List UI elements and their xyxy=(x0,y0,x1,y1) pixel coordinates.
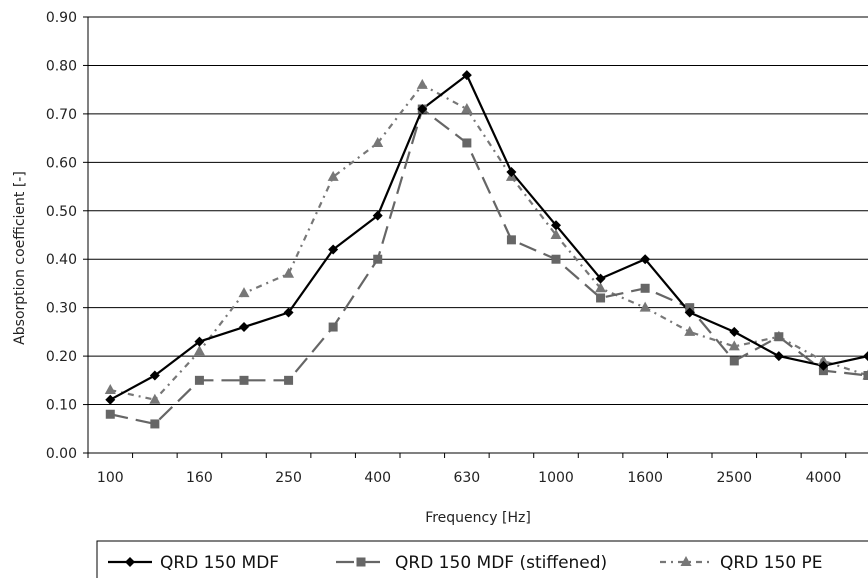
data-point-0 xyxy=(417,104,428,115)
data-point-2 xyxy=(283,267,295,278)
y-tick-label: 0.00 xyxy=(46,446,77,462)
series-line-0 xyxy=(109,74,868,401)
x-tick-label: 100 xyxy=(97,470,124,486)
x-tick-label: 4000 xyxy=(806,470,842,486)
y-axis-title: Absorption coefficient [-] xyxy=(12,171,28,345)
x-tick-label: 250 xyxy=(275,470,302,486)
data-point-0 xyxy=(595,273,606,284)
data-point-2 xyxy=(728,340,740,351)
x-tick-label: 160 xyxy=(186,470,213,486)
data-point-0 xyxy=(194,336,205,347)
data-point-2 xyxy=(372,136,384,147)
y-tick-label: 0.50 xyxy=(46,204,77,220)
data-point-2 xyxy=(327,170,339,181)
legend-marker-1 xyxy=(356,557,366,567)
data-point-1 xyxy=(506,235,516,245)
x-tick-label: 400 xyxy=(364,470,391,486)
legend-marker-0 xyxy=(125,557,135,567)
series-lines xyxy=(109,74,868,426)
data-point-0 xyxy=(506,167,517,178)
data-point-0 xyxy=(105,394,116,405)
data-point-2 xyxy=(149,393,161,404)
y-tick-label: 0.70 xyxy=(46,107,77,123)
y-tick-label: 0.20 xyxy=(46,349,77,365)
x-tick-label: 2500 xyxy=(716,470,752,486)
data-point-0 xyxy=(640,254,651,265)
data-point-2 xyxy=(595,282,607,293)
data-point-2 xyxy=(104,384,116,395)
data-point-2 xyxy=(817,354,829,365)
x-tick-label: 1000 xyxy=(538,470,574,486)
legend: QRD 150 MDF QRD 150 MDF (stiffened) QRD 15… xyxy=(96,540,868,578)
x-axis-title: Frequency [Hz] xyxy=(425,510,531,526)
data-point-1 xyxy=(194,375,204,385)
data-point-1 xyxy=(462,138,472,148)
y-tick-label: 0.10 xyxy=(46,398,77,414)
series-line-2 xyxy=(110,83,868,401)
legend-marker-2 xyxy=(680,556,692,566)
data-point-0 xyxy=(863,351,868,362)
legend-box xyxy=(96,540,868,578)
data-point-1 xyxy=(373,254,383,264)
grid xyxy=(88,16,868,406)
data-point-2 xyxy=(193,345,205,356)
data-point-0 xyxy=(149,370,160,381)
legend-label-0: QRD 150 MDF xyxy=(160,553,279,573)
series-markers xyxy=(104,70,868,429)
data-point-0 xyxy=(818,360,829,371)
data-point-2 xyxy=(639,301,651,312)
data-point-0 xyxy=(684,307,695,318)
x-tick-label: 630 xyxy=(453,470,480,486)
y-tick-label: 0.80 xyxy=(46,58,77,74)
series-line-1 xyxy=(110,107,868,426)
data-point-1 xyxy=(596,293,606,303)
y-tick-label: 0.40 xyxy=(46,252,77,268)
data-point-1 xyxy=(105,409,115,419)
y-tick-label: 0.90 xyxy=(46,10,77,26)
data-point-1 xyxy=(284,375,294,385)
data-point-2 xyxy=(461,103,473,114)
data-point-1 xyxy=(729,356,739,366)
axes xyxy=(83,16,868,458)
legend-label-2: QRD 150 PE xyxy=(720,553,823,573)
data-point-0 xyxy=(551,220,561,231)
data-point-1 xyxy=(150,419,160,429)
data-point-1 xyxy=(239,375,249,385)
data-point-1 xyxy=(328,322,338,332)
y-tick-label: 0.30 xyxy=(46,301,77,317)
data-point-0 xyxy=(239,322,249,333)
data-point-0 xyxy=(461,70,472,81)
y-tick-label: 0.60 xyxy=(46,155,77,171)
y-tick-labels: 0.00 0.10 0.20 0.30 0.40 0.50 0.60 0.70 0.80 0.90 xyxy=(46,10,77,462)
data-point-0 xyxy=(773,351,784,362)
data-point-2 xyxy=(238,287,250,298)
x-tick-labels: 100 160 250 400 630 1000 1600 2500 4000 xyxy=(97,470,841,486)
data-point-2 xyxy=(550,229,562,239)
data-point-0 xyxy=(729,326,740,337)
data-point-1 xyxy=(774,332,784,342)
data-point-0 xyxy=(372,210,383,221)
x-tick-label: 1600 xyxy=(627,470,663,486)
data-point-1 xyxy=(551,254,561,264)
data-point-2 xyxy=(416,78,428,89)
data-point-0 xyxy=(283,307,294,318)
legend-label-1: QRD 150 MDF (stiffened) xyxy=(395,553,607,573)
data-point-1 xyxy=(863,370,868,380)
data-point-2 xyxy=(684,325,696,336)
data-point-1 xyxy=(640,283,650,293)
data-point-0 xyxy=(328,244,339,255)
